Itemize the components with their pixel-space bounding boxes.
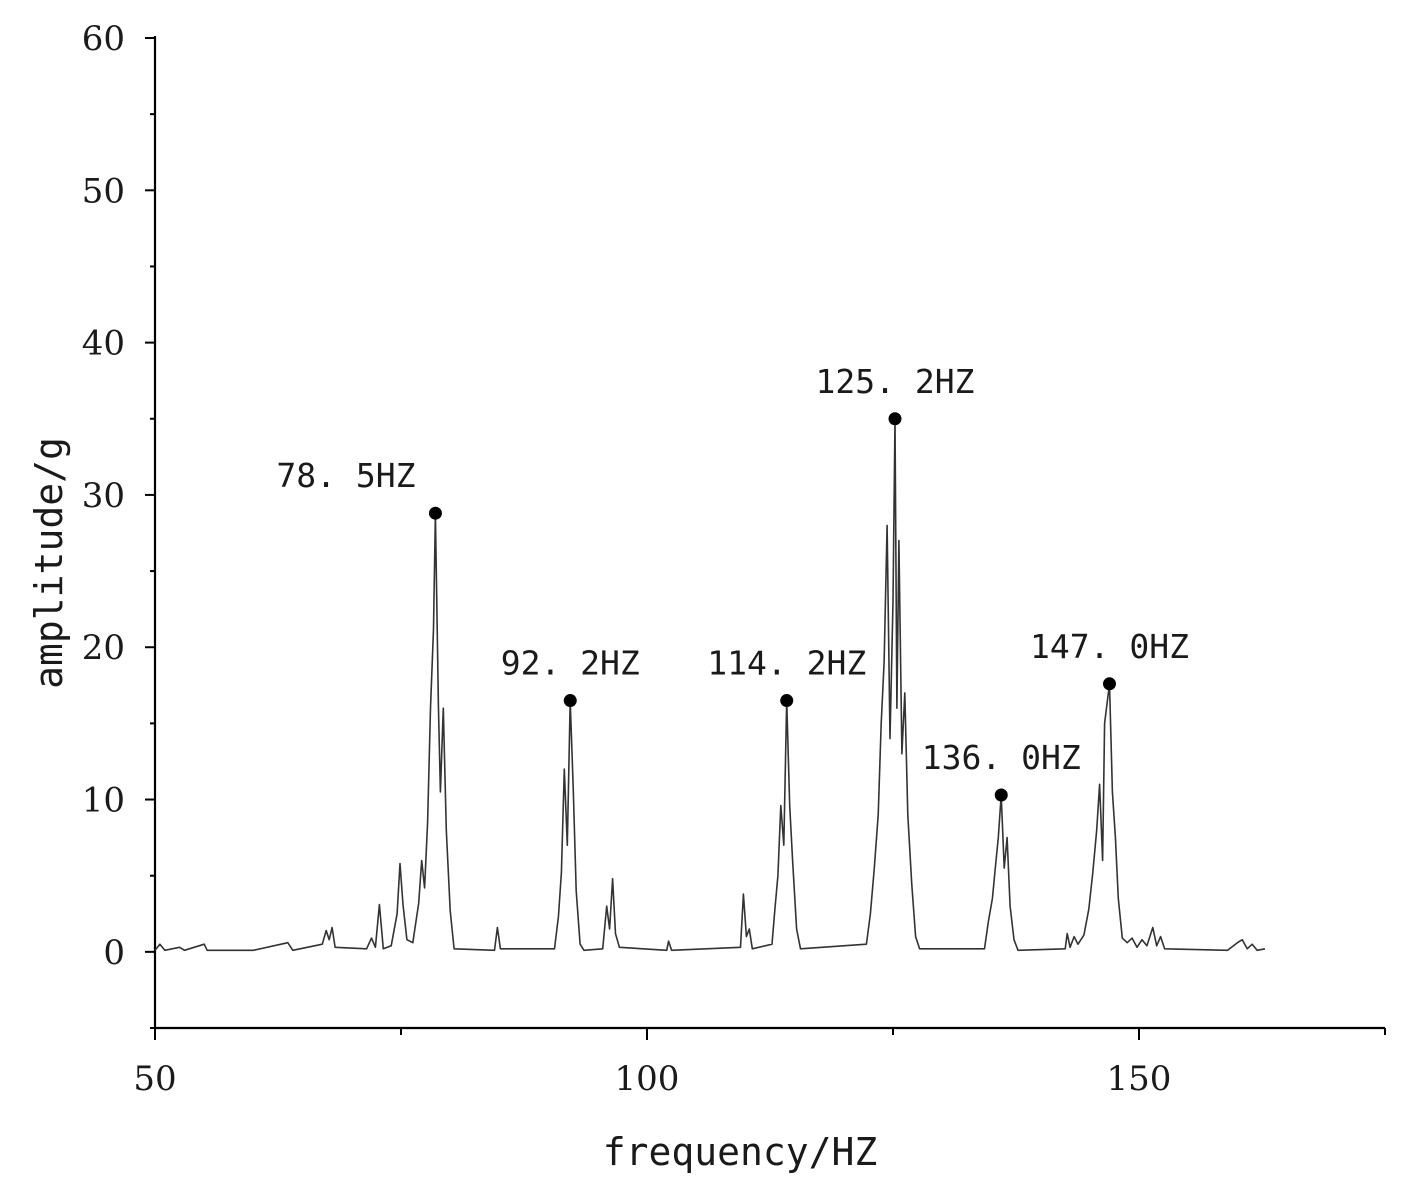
peak-label: 125. 2HZ — [815, 362, 974, 401]
axes — [153, 36, 1385, 1030]
peak-dot — [994, 788, 1008, 802]
peak-markers: 78. 5HZ 92. 2HZ 114. 2HZ 125. 2HZ 136. 0HZ 14… — [276, 362, 1189, 802]
peak-label: 147. 0HZ — [1030, 627, 1189, 666]
x-tick-label: 150 — [1107, 1059, 1172, 1099]
peak-label: 114. 2HZ — [707, 644, 866, 683]
y-tick-label: 20 — [82, 628, 125, 668]
peak-dot — [780, 694, 794, 708]
peak-label: 92. 2HZ — [501, 644, 640, 683]
y-tick-label: 40 — [82, 324, 125, 364]
y-tick-label: 30 — [82, 476, 125, 516]
peak-dot — [1102, 677, 1116, 691]
x-axis-title: frequency/HZ — [603, 1130, 878, 1174]
y-axis-title: amplitude/g — [27, 437, 71, 689]
x-tick-label: 100 — [615, 1059, 680, 1099]
peak-dot — [888, 412, 902, 426]
x-tick-label: 50 — [133, 1059, 176, 1099]
peak-dot — [563, 694, 577, 708]
y-tick-label: 50 — [82, 171, 125, 211]
y-tick-label: 60 — [82, 19, 125, 59]
y-tick-label: 0 — [103, 933, 125, 973]
peak-dot — [428, 506, 442, 520]
y-tick-label: 10 — [82, 781, 125, 821]
spectrum-line — [154, 418, 1266, 952]
peak-label: 78. 5HZ — [276, 456, 415, 495]
ticks — [145, 37, 1386, 1040]
peak-label: 136. 0HZ — [922, 738, 1081, 777]
tick-labels: 0 10 20 30 40 50 60 50 100 150 — [82, 19, 1172, 1099]
